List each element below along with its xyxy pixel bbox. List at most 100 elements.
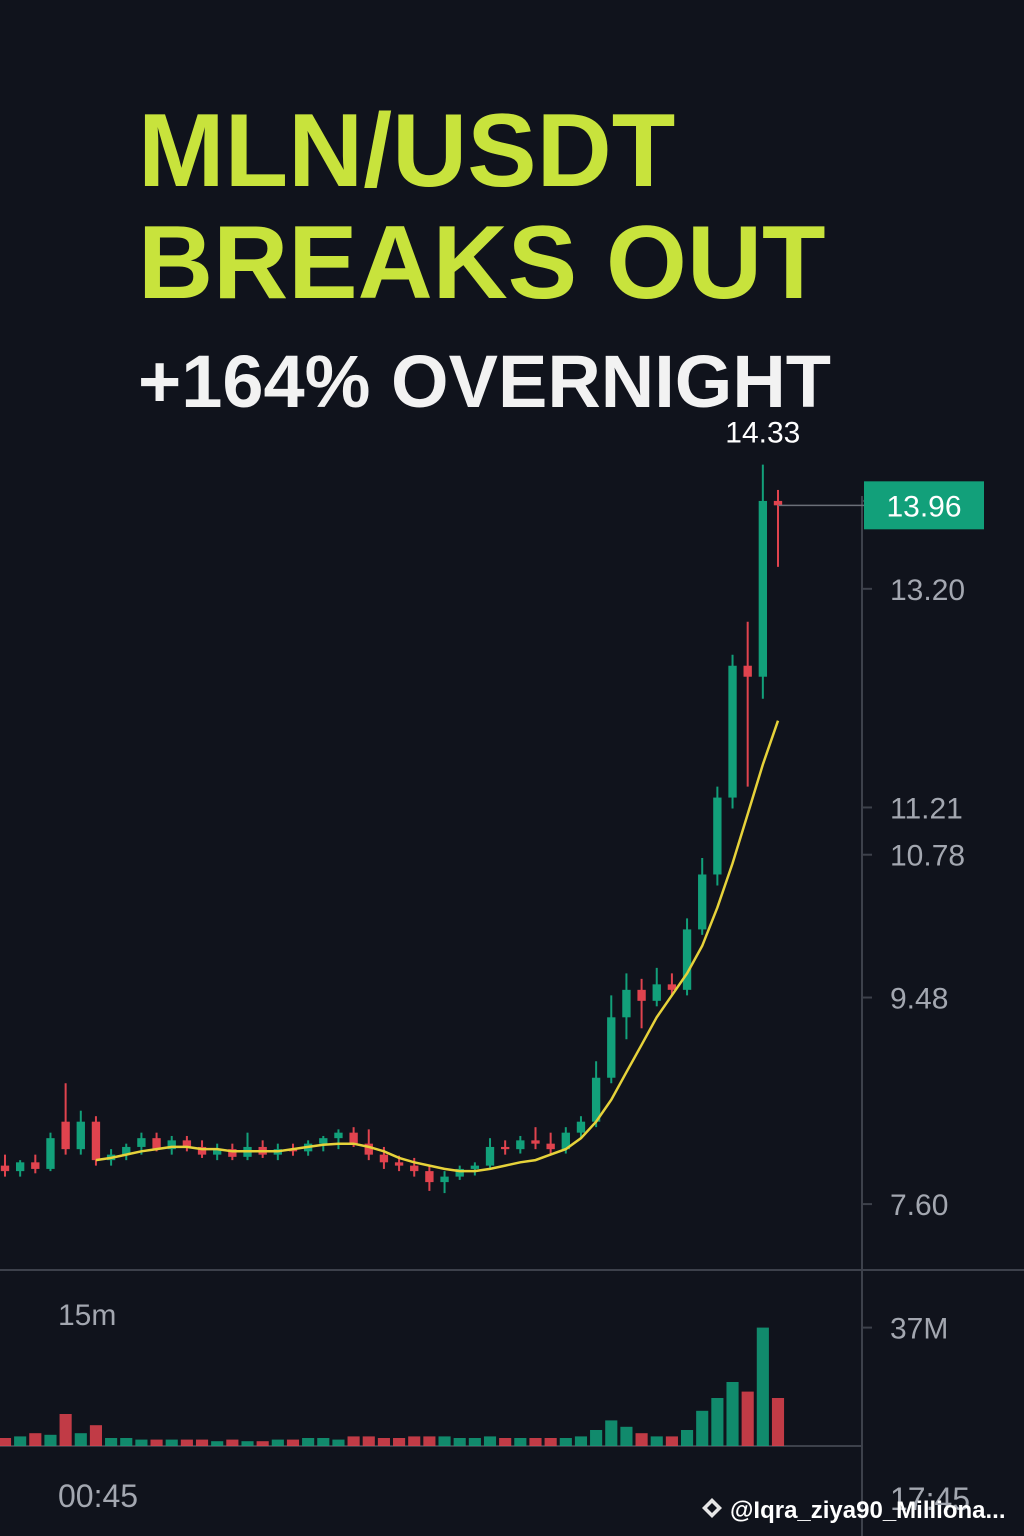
interval-label: 15m: [58, 1299, 116, 1332]
watermark-icon: [702, 1498, 722, 1518]
volume-bar: [665, 1436, 678, 1446]
volume-bar: [241, 1441, 254, 1446]
title-line: MLN/USDT: [138, 93, 675, 209]
y-tick-label: 7.60: [890, 1189, 948, 1222]
candle-body: [440, 1176, 449, 1183]
last-price-label: 13.96: [886, 490, 961, 523]
candle-body: [637, 989, 646, 1001]
candle-body: [591, 1077, 601, 1122]
volume-bar: [0, 1438, 12, 1446]
candle-body: [425, 1171, 434, 1183]
candle-body: [546, 1143, 555, 1150]
candle-body: [485, 1146, 495, 1166]
volume-bar: [590, 1430, 603, 1446]
candle-body: [682, 929, 692, 990]
volume-bar: [226, 1439, 239, 1446]
volume-bar: [211, 1441, 224, 1446]
candle-body: [470, 1165, 480, 1169]
candle-body: [773, 500, 783, 506]
volume-bar: [271, 1439, 284, 1446]
volume-bar: [44, 1434, 57, 1446]
volume-bar: [347, 1436, 360, 1446]
candle-body: [76, 1121, 85, 1150]
candle-body: [122, 1146, 131, 1155]
volume-bar: [438, 1436, 451, 1446]
volume-bar: [332, 1439, 345, 1446]
candle-body: [410, 1165, 419, 1172]
candle-body: [394, 1162, 404, 1166]
volume-bar: [74, 1433, 87, 1446]
candle-body: [652, 984, 661, 1001]
volume-bar: [165, 1439, 178, 1446]
candle-body: [501, 1146, 510, 1150]
candle-body: [622, 989, 631, 1018]
candle-body: [713, 797, 722, 875]
volume-bar: [741, 1391, 754, 1446]
candle-body: [228, 1149, 237, 1157]
candle-body: [349, 1132, 358, 1144]
last-price-tag: [864, 481, 984, 530]
volume-bar: [180, 1439, 193, 1446]
volume-bar: [650, 1436, 663, 1446]
volume-bar: [529, 1438, 542, 1446]
volume-bar: [89, 1425, 103, 1446]
candle-body: [576, 1121, 586, 1133]
volume-bar: [195, 1439, 209, 1446]
candle-body: [728, 665, 737, 798]
moving-average: [95, 720, 780, 1173]
candle-body: [152, 1138, 161, 1150]
volume-bar: [393, 1438, 406, 1446]
candle-body: [455, 1168, 464, 1177]
y-tick-label: 13.20: [890, 574, 965, 607]
candle-body: [561, 1132, 570, 1150]
candle-body: [137, 1138, 146, 1147]
volume-bar: [756, 1327, 769, 1446]
y-tick-label: 9.48: [890, 983, 948, 1016]
candle-body: [46, 1138, 55, 1169]
volume-bar: [559, 1438, 572, 1446]
volume-bar: [302, 1438, 315, 1446]
candle-body: [0, 1165, 10, 1172]
candle-body: [743, 665, 752, 677]
candle-body: [61, 1121, 70, 1150]
candle-body: [167, 1140, 176, 1150]
volume-bar: [514, 1438, 527, 1446]
volume-bar: [135, 1439, 148, 1446]
volume-tick-label: 37M: [890, 1313, 948, 1346]
subtitle: +164% OVERNIGHT: [138, 340, 831, 423]
volume-bar: [680, 1430, 694, 1446]
y-tick-label: 11.21: [890, 792, 963, 825]
volume-bar: [544, 1438, 557, 1446]
volume-bar: [574, 1436, 588, 1446]
volume-bar: [317, 1438, 330, 1446]
volume-bar: [620, 1426, 633, 1446]
volume-bar: [408, 1436, 421, 1446]
candle-body: [531, 1140, 540, 1144]
candle-body: [516, 1140, 525, 1150]
volume-bar: [771, 1398, 785, 1446]
volume-bar: [605, 1420, 618, 1446]
candle-body: [31, 1162, 40, 1169]
volume-bar: [635, 1433, 648, 1446]
candle-body: [197, 1146, 207, 1155]
time-label: 17:45: [890, 1481, 970, 1517]
volume-bar: [377, 1438, 390, 1446]
volume-bar: [29, 1433, 42, 1446]
volume-bar: [726, 1382, 739, 1446]
candle-body: [15, 1162, 25, 1172]
volume-bar: [423, 1436, 436, 1446]
candle-body: [667, 984, 677, 990]
volume-bar: [483, 1436, 497, 1446]
volume-bar: [59, 1414, 72, 1446]
volume-bar: [150, 1439, 163, 1446]
candle-body: [379, 1154, 389, 1163]
watermark: @Iqra_ziya90_Milliona...: [730, 1497, 1006, 1524]
volume-bar: [499, 1438, 512, 1446]
volume-bar: [453, 1438, 466, 1446]
candle-body: [213, 1149, 222, 1155]
high-annotation: 14.33: [725, 417, 800, 450]
time-label: 00:45: [58, 1478, 138, 1514]
candle-body: [319, 1138, 328, 1144]
